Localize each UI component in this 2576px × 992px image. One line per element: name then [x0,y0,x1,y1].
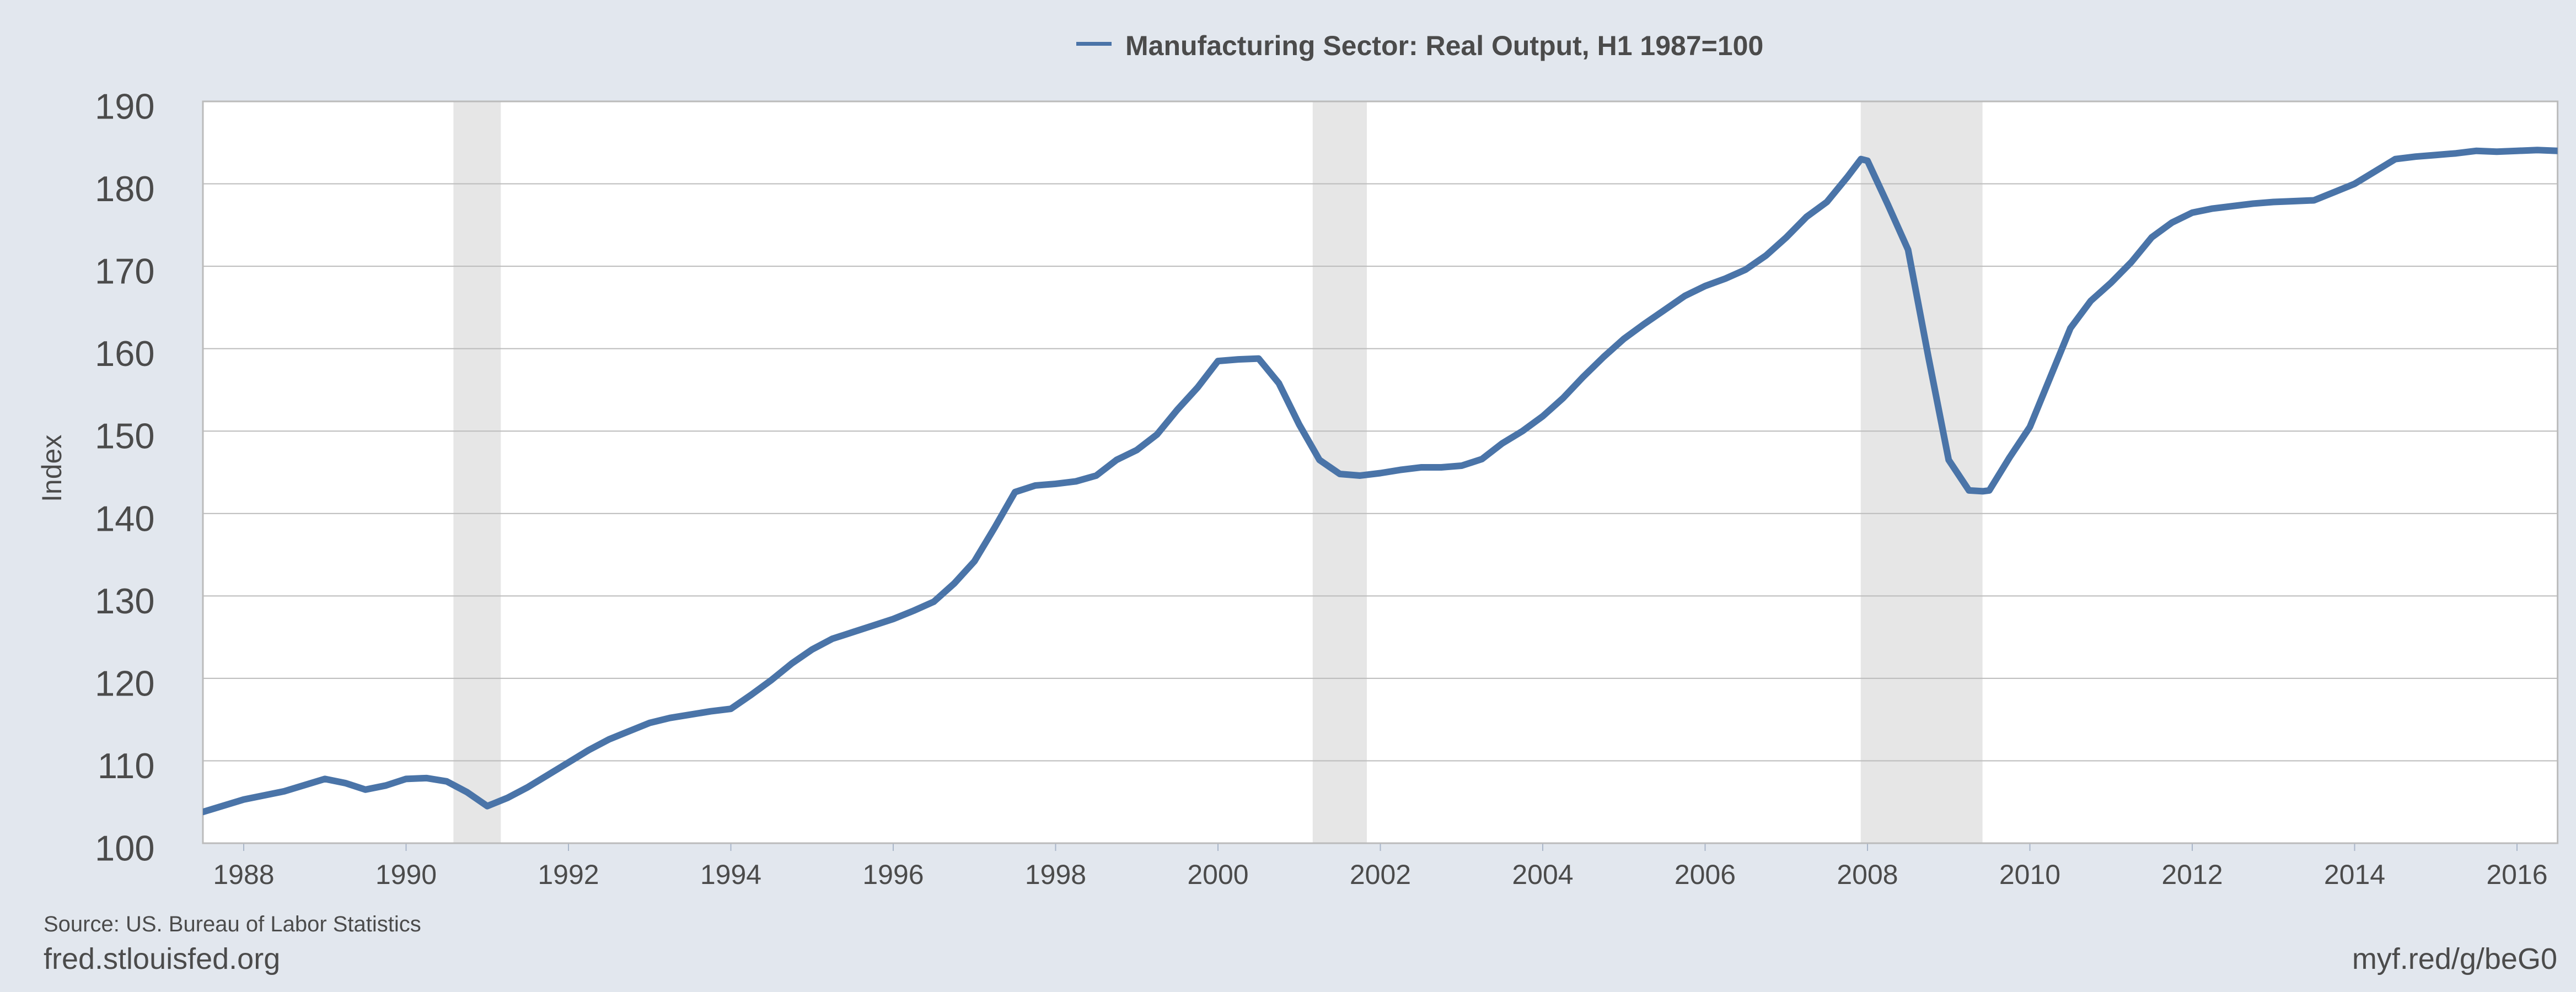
svg-text:1998: 1998 [1025,859,1086,890]
svg-text:180: 180 [95,169,154,209]
svg-text:2000: 2000 [1187,859,1248,890]
svg-text:130: 130 [95,581,154,621]
svg-text:160: 160 [95,333,154,374]
svg-text:2004: 2004 [1512,859,1573,890]
svg-text:2010: 2010 [1999,859,2060,890]
svg-text:140: 140 [95,498,154,538]
svg-text:150: 150 [95,416,154,456]
svg-text:1988: 1988 [213,859,274,890]
svg-text:1992: 1992 [538,859,599,890]
svg-text:120: 120 [95,663,154,703]
svg-text:2008: 2008 [1837,859,1898,890]
svg-text:2002: 2002 [1350,859,1411,890]
svg-text:110: 110 [98,746,155,786]
svg-text:1990: 1990 [375,859,437,890]
svg-text:2014: 2014 [2324,859,2385,890]
svg-text:1996: 1996 [862,859,924,890]
svg-text:2016: 2016 [2486,859,2547,890]
svg-text:2012: 2012 [2161,859,2223,890]
svg-text:100: 100 [95,828,154,869]
svg-text:2006: 2006 [1675,859,1736,890]
svg-text:1994: 1994 [700,859,761,890]
svg-text:190: 190 [95,87,154,127]
svg-text:170: 170 [95,251,154,292]
